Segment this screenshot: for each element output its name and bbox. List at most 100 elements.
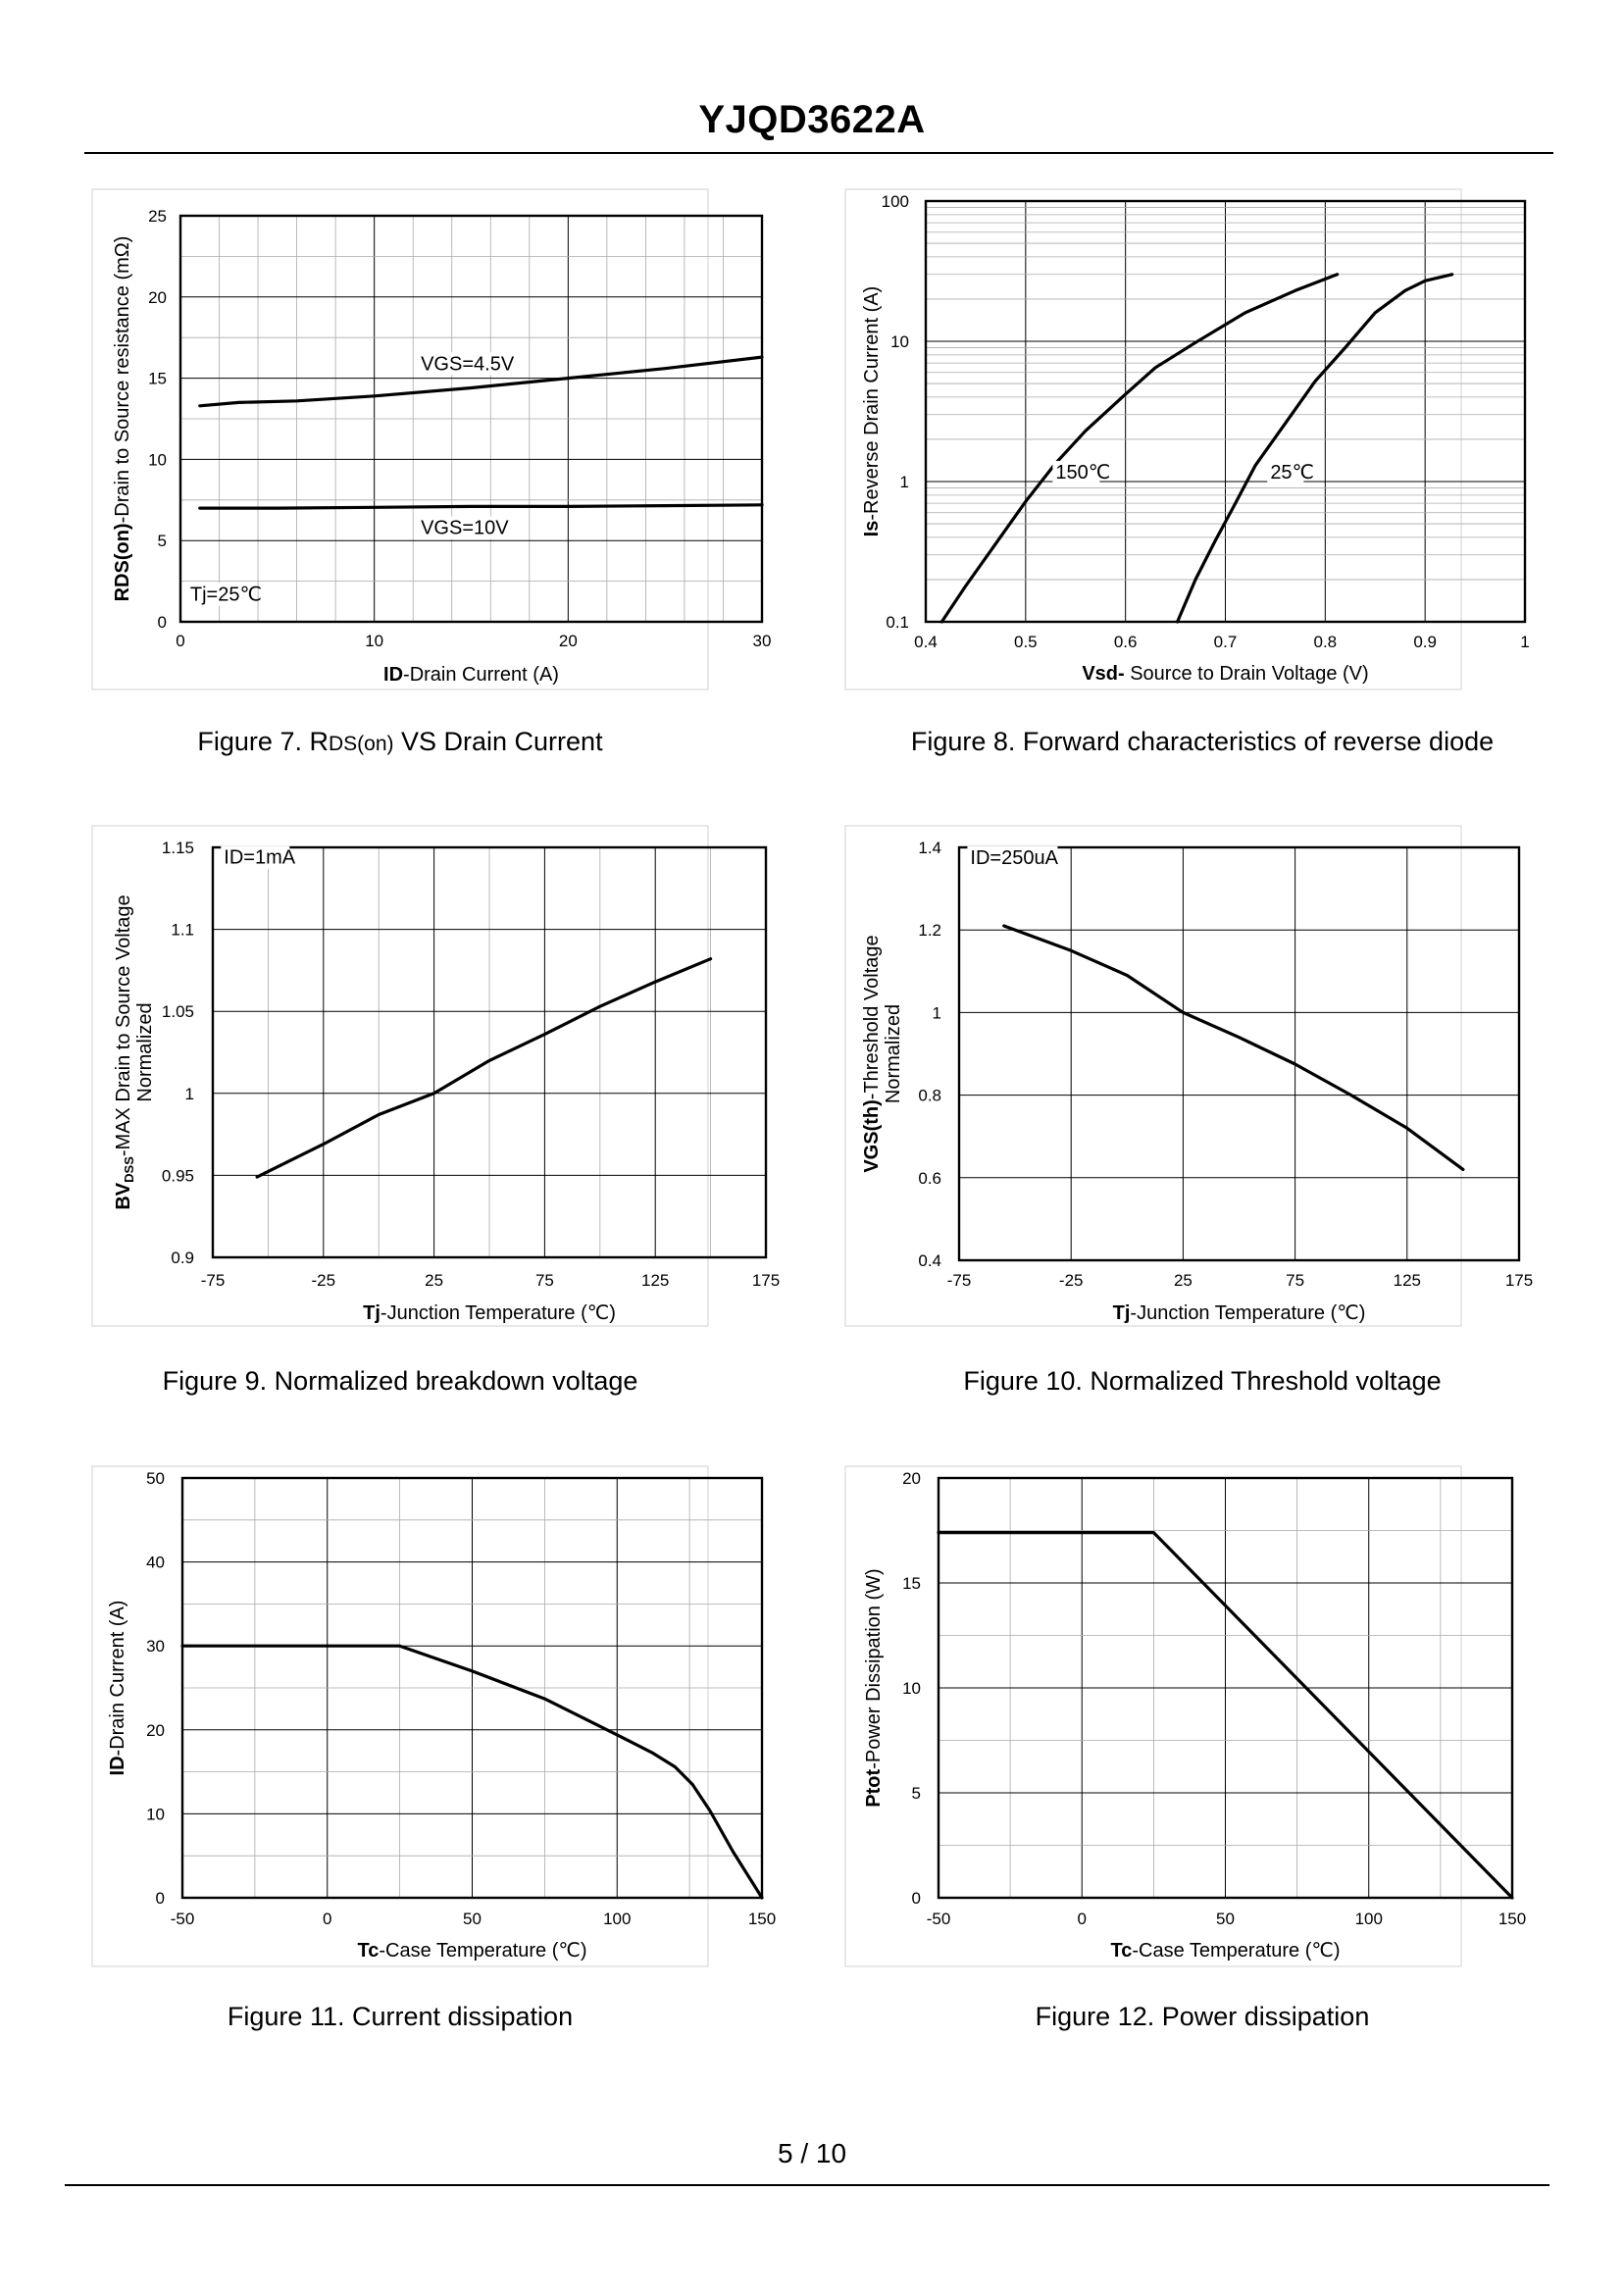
y-axis-label: RDS(on)-Drain to Source resistance (mΩ) <box>112 236 133 602</box>
plot-area <box>180 1476 764 1900</box>
y-axis-label-bold: Ptot <box>863 1768 885 1807</box>
x-axis-label-rest: -Case Temperature (℃) <box>379 1940 586 1962</box>
x-axis-label-rest: -Junction Temperature (℃) <box>1130 1302 1365 1324</box>
annotation: VGS=10V <box>421 518 509 539</box>
x-tick-label: 0.7 <box>1214 633 1238 651</box>
header-divider <box>84 152 1553 154</box>
x-tick-label: 0.5 <box>1014 633 1038 651</box>
y-tick-label: 5 <box>912 1784 921 1803</box>
annotation: 25℃ <box>1270 462 1314 484</box>
y-axis-label-bold: RDS(on) <box>112 523 133 601</box>
x-tick-label: 150 <box>1498 1910 1526 1928</box>
series-line-BVDSS <box>255 957 713 1179</box>
chart-fig7: 0 10 20 30 0 5 10 15 20 25 ID-Drain Current (A) RDS… <box>91 188 771 690</box>
footer-divider <box>65 2184 1549 2186</box>
y-tick-label: 0.6 <box>918 1169 941 1188</box>
y-axis-label-rest: -Power Dissipation (W) <box>863 1568 885 1768</box>
x-axis-label-bold: Tj <box>363 1302 381 1324</box>
x-tick-label: -25 <box>1059 1271 1084 1290</box>
y-tick-label: 10 <box>890 332 909 351</box>
y-tick-label: 1.2 <box>918 921 941 940</box>
gridlines <box>926 201 1525 622</box>
caption-fig10: Figure 10. Normalized Threshold voltage <box>963 1366 1442 1396</box>
y-tick-label: 20 <box>146 1721 165 1740</box>
y-axis-label-rest: -Reverse Drain Current (A) <box>861 286 883 521</box>
x-axis-label: Tj-Junction Temperature (℃) <box>363 1302 616 1324</box>
y-axis-label-rest: -Drain Current (A) <box>107 1601 128 1757</box>
x-axis-label-bold: ID <box>383 664 403 686</box>
x-tick-label: 150 <box>748 1910 776 1928</box>
y-tick-label: 10 <box>902 1679 921 1698</box>
x-tick-label: 0.6 <box>1114 633 1138 651</box>
y-tick-label: 5 <box>158 532 167 550</box>
y-tick-label: 1.05 <box>162 1002 194 1021</box>
y-axis-label-line2: Normalized <box>134 1002 156 1101</box>
x-axis-label: Tj-Junction Temperature (℃) <box>1113 1302 1366 1324</box>
x-tick-label: 75 <box>1286 1271 1304 1290</box>
x-tick-label: 0 <box>1078 1910 1087 1928</box>
y-axis-label: VGS(th)-Threshold Voltage <box>861 935 883 1172</box>
x-tick-label: 75 <box>535 1271 554 1290</box>
y-tick-label: 10 <box>148 450 167 469</box>
caption-fig7-suffix: VS Drain Current <box>393 727 603 756</box>
y-tick-label: 15 <box>148 370 167 388</box>
y-tick-label: 0 <box>156 1889 165 1908</box>
y-tick-label: 1 <box>900 473 909 491</box>
chart-fig9: -75 -25 25 75 125 175 0.9 0.95 1 1.05 1.1 1.15 Tj-Ju… <box>91 825 780 1327</box>
x-tick-label: -75 <box>947 1271 972 1290</box>
y-tick-label: 1.1 <box>171 921 194 940</box>
y-tick-label: 1 <box>933 1003 941 1022</box>
y-tick-label: 20 <box>902 1469 921 1488</box>
annotation: Tj=25℃ <box>190 584 262 605</box>
plot-area <box>957 845 1521 1262</box>
y-tick-label: 10 <box>146 1805 165 1823</box>
x-tick-label: 0.8 <box>1314 633 1338 651</box>
y-tick-label: 0 <box>158 613 167 632</box>
x-axis-label-bold: Tc <box>357 1940 379 1962</box>
x-tick-label: 25 <box>425 1271 443 1290</box>
x-tick-label: 1 <box>1520 633 1529 651</box>
x-axis-label-rest: -Drain Current (A) <box>403 664 559 686</box>
y-tick-label: 1 <box>185 1085 194 1103</box>
annotation: ID=250uA <box>970 847 1058 869</box>
x-axis-label-rest: Source to Drain Voltage (V) <box>1125 663 1369 685</box>
chart-frame <box>91 188 709 690</box>
y-axis-label-bold: ID <box>107 1756 128 1775</box>
y-tick-label: 30 <box>146 1637 165 1656</box>
x-tick-label: 0 <box>323 1910 331 1928</box>
x-tick-label: 10 <box>365 632 383 650</box>
x-axis-label-rest: -Junction Temperature (℃) <box>381 1302 616 1324</box>
page-number: 5 / 10 <box>777 2138 847 2168</box>
x-tick-label: 175 <box>1505 1271 1533 1290</box>
chart-fig10: -75 -25 25 75 125 175 0.4 0.6 0.8 1 1.2 1.4 Tj-Junct… <box>844 825 1533 1327</box>
y-tick-label: 25 <box>148 207 167 226</box>
chart-fig11: -50 0 50 100 150 0 10 20 30 40 50 Tc-Case Temperatu… <box>91 1465 776 1967</box>
x-tick-label: 175 <box>752 1271 780 1290</box>
series-line-VGS=10V <box>198 503 764 510</box>
x-tick-label: 20 <box>559 632 578 650</box>
x-axis-label: Tc-Case Temperature (℃) <box>357 1940 586 1962</box>
caption-fig7-prefix: Figure 7. R <box>197 727 329 756</box>
series-line-Ptot <box>937 1530 1514 1900</box>
caption-fig9: Figure 9. Normalized breakdown voltage <box>162 1366 638 1396</box>
x-tick-label: -25 <box>312 1271 336 1290</box>
gridlines <box>959 847 1519 1260</box>
x-axis-label: ID-Drain Current (A) <box>383 664 559 686</box>
chart-svg-fig12: -50 0 50 100 150 0 5 10 15 20 Tc-Case Temperature … <box>844 1465 1526 1967</box>
plot-area <box>178 214 764 624</box>
chart-svg-fig10: -75 -25 25 75 125 175 0.4 0.6 0.8 1 1.2 1.4 Tj-Junct… <box>844 825 1533 1327</box>
chart-fig8: 0.4 0.5 0.6 0.7 0.8 0.9 1 0.1 1 10 100 Vsd- Source … <box>844 188 1530 690</box>
x-tick-label: 0.4 <box>914 633 938 651</box>
y-tick-label: 0.8 <box>918 1087 941 1105</box>
x-tick-label: -50 <box>927 1910 951 1928</box>
chart-svg-fig7: 0 10 20 30 0 5 10 15 20 25 ID-Drain Current (A) RDS… <box>91 188 771 690</box>
chart-svg-fig11: -50 0 50 100 150 0 10 20 30 40 50 Tc-Case Temperatu… <box>91 1465 776 1967</box>
y-tick-label: 20 <box>148 288 167 307</box>
page-title: YJQD3622A <box>698 98 926 141</box>
plot-area <box>211 845 768 1259</box>
y-axis-label-bold: BV <box>113 1182 134 1209</box>
chart-fig12: -50 0 50 100 150 0 5 10 15 20 Tc-Case Temperature … <box>844 1465 1526 1967</box>
y-tick-label: 40 <box>146 1554 165 1572</box>
y-axis-label: Is-Reverse Drain Current (A) <box>861 286 883 537</box>
y-tick-label: 100 <box>882 192 909 211</box>
